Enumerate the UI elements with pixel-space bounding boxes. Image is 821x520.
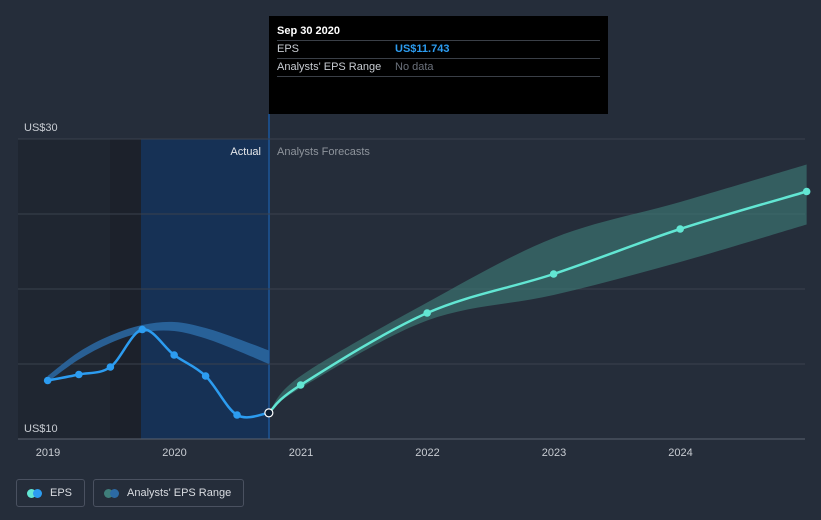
range-legend-icon (104, 488, 120, 498)
eps-points (43, 187, 811, 419)
eps-point (138, 325, 147, 334)
y-tick-label: US$10 (24, 423, 58, 435)
eps-point (549, 270, 558, 278)
gridlines (18, 138, 805, 440)
tooltip-range-label: Analysts' EPS Range (277, 61, 382, 73)
divider-forecast-label: Analysts Forecasts (277, 146, 370, 158)
eps-range-band-past (47, 321, 269, 382)
x-tick-label: 2023 (542, 447, 566, 459)
legend-eps-label: EPS (50, 487, 73, 499)
eps-range-band-forecast (268, 164, 807, 413)
eps-point (170, 351, 178, 359)
divider-actual-label: Actual (230, 146, 261, 158)
eps-point (423, 309, 431, 317)
legend-eps[interactable]: EPS (16, 479, 86, 507)
eps-point-current (264, 408, 274, 418)
legend-range[interactable]: Analysts' EPS Range (93, 479, 245, 507)
tooltip-range-value: No data (395, 61, 434, 73)
eps-point (201, 372, 210, 380)
x-tick-label: 2020 (162, 447, 186, 459)
x-axis: 2019 2020 2021 2022 2023 2024 (36, 447, 693, 459)
eps-point (233, 411, 241, 419)
tooltip: Sep 30 2020 EPS US$11.743 Analysts' EPS … (269, 16, 608, 114)
eps-point (802, 187, 811, 196)
legend-range-label: Analysts' EPS Range (127, 487, 232, 499)
tooltip-eps-row: EPS US$11.743 (277, 40, 600, 58)
eps-point (296, 381, 305, 389)
eps-point (106, 363, 115, 371)
y-axis: US$10 US$30 (24, 122, 58, 435)
eps-legend-icon (27, 488, 42, 498)
eps-point (75, 370, 83, 379)
tooltip-date: Sep 30 2020 (277, 25, 340, 37)
x-tick-label: 2024 (668, 447, 692, 459)
tooltip-eps-value: US$11.743 (395, 43, 450, 55)
highlight-cursor (268, 114, 270, 439)
x-tick-label: 2021 (289, 447, 313, 459)
x-tick-label: 2022 (415, 447, 439, 459)
y-tick-label: US$30 (24, 122, 58, 134)
tooltip-eps-label: EPS (277, 43, 300, 55)
legend: EPS Analysts' EPS Range (16, 479, 245, 507)
eps-point (43, 376, 52, 385)
tooltip-range-row: Analysts' EPS Range No data (277, 58, 600, 77)
eps-point (676, 225, 684, 233)
x-tick-label: 2019 (36, 447, 60, 459)
eps-range-bands (47, 164, 807, 413)
